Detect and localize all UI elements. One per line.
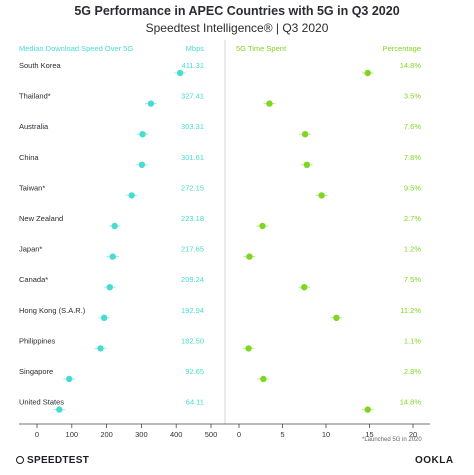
country-label: Hong Kong (S.A.R.) bbox=[19, 306, 86, 315]
time-spent-point bbox=[301, 131, 309, 138]
time-spent-value-label: 7.6% bbox=[404, 122, 421, 131]
time-spent-value-label: 14.8% bbox=[400, 398, 422, 407]
time-spent-value-label: 3.5% bbox=[404, 92, 421, 101]
time-spent-point bbox=[318, 192, 325, 199]
download-x-tick-label: 100 bbox=[66, 430, 79, 439]
time-spent-x-tick-label: 20 bbox=[409, 430, 417, 439]
download-value-label: 303.31 bbox=[181, 122, 204, 131]
download-x-tick-label: 300 bbox=[135, 430, 148, 439]
country-label: Japan* bbox=[19, 245, 42, 254]
ookla-logo: OOKLA bbox=[415, 455, 454, 466]
chart-subtitle: Speedtest Intelligence® | Q3 2020 bbox=[145, 21, 329, 35]
download-point bbox=[111, 222, 118, 230]
time-spent-x-tick-label: 5 bbox=[280, 430, 284, 439]
time-spent-point bbox=[266, 100, 273, 107]
time-spent-point bbox=[260, 375, 267, 383]
download-point bbox=[147, 100, 155, 107]
download-unit-label: Mbps bbox=[186, 44, 205, 53]
download-point bbox=[66, 375, 73, 383]
download-point bbox=[56, 406, 63, 413]
time-spent-value-label: 2.8% bbox=[404, 367, 421, 376]
time-spent-point bbox=[246, 253, 253, 260]
time-spent-panel-label: 5G Time Spent bbox=[236, 44, 287, 53]
country-label: China bbox=[19, 153, 39, 162]
download-value-label: 272.15 bbox=[181, 183, 204, 192]
time-spent-point bbox=[245, 345, 252, 352]
speedtest-gauge-icon bbox=[16, 456, 24, 464]
speedtest-wordmark: SPEEDTEST bbox=[27, 455, 90, 466]
country-label: Thailand* bbox=[19, 92, 51, 101]
download-x-tick-label: 0 bbox=[35, 430, 39, 439]
footnote: *Launched 5G in 2020 bbox=[362, 437, 422, 443]
time-spent-value-label: 2.7% bbox=[404, 214, 421, 223]
country-label: New Zealand bbox=[19, 214, 63, 223]
speedtest-logo: SPEEDTEST bbox=[16, 455, 89, 466]
time-spent-point bbox=[364, 69, 371, 77]
time-spent-value-label: 7.5% bbox=[404, 275, 421, 284]
time-spent-x-tick-label: 0 bbox=[237, 430, 241, 439]
time-spent-unit-label: Percentage bbox=[383, 44, 421, 53]
download-point bbox=[106, 284, 114, 291]
time-spent-value-label: 14.8% bbox=[400, 61, 422, 70]
chart-title: 5G Performance in APEC Countries with 5G… bbox=[74, 4, 400, 18]
country-label: United States bbox=[19, 398, 64, 407]
download-point bbox=[176, 69, 184, 77]
download-point bbox=[100, 314, 108, 321]
download-value-label: 411.31 bbox=[182, 61, 204, 70]
country-label: Philippines bbox=[19, 336, 56, 345]
time-spent-point bbox=[333, 314, 340, 321]
download-value-label: 301.61 bbox=[181, 153, 204, 162]
time-spent-value-label: 11.2% bbox=[400, 306, 421, 315]
country-label: Taiwan* bbox=[19, 183, 45, 192]
download-value-label: 327.41 bbox=[181, 92, 204, 101]
download-value-label: 182.50 bbox=[181, 336, 204, 345]
download-point bbox=[139, 131, 146, 138]
download-value-label: 223.18 bbox=[181, 214, 204, 223]
time-spent-point bbox=[364, 406, 371, 413]
time-spent-value-label: 7.8% bbox=[404, 153, 421, 162]
time-spent-point bbox=[259, 222, 266, 230]
time-spent-point bbox=[301, 284, 308, 291]
download-point bbox=[138, 161, 146, 168]
country-label: Canada* bbox=[19, 275, 48, 284]
time-spent-point bbox=[303, 161, 311, 168]
country-label: South Korea bbox=[19, 61, 62, 70]
download-value-label: 92.65 bbox=[185, 367, 204, 376]
download-value-label: 209.24 bbox=[181, 275, 204, 284]
country-label: Australia bbox=[19, 122, 49, 131]
time-spent-value-label: 9.5% bbox=[404, 183, 421, 192]
country-label: Singapore bbox=[19, 367, 53, 376]
download-x-tick-label: 200 bbox=[100, 430, 113, 439]
download-x-tick-label: 500 bbox=[205, 430, 218, 439]
download-point bbox=[128, 192, 135, 199]
download-point bbox=[109, 253, 116, 260]
time-spent-value-label: 1.1% bbox=[404, 336, 421, 345]
time-spent-value-label: 1.2% bbox=[404, 245, 421, 254]
download-value-label: 217.65 bbox=[181, 245, 204, 254]
download-point bbox=[97, 345, 104, 352]
download-x-tick-label: 400 bbox=[170, 430, 183, 439]
download-panel-label: Median Download Speed Over 5G bbox=[19, 44, 133, 53]
time-spent-x-tick-label: 10 bbox=[322, 430, 330, 439]
download-value-label: 192.94 bbox=[181, 306, 204, 315]
time-spent-x-tick-label: 15 bbox=[365, 430, 373, 439]
download-value-label: 64.11 bbox=[186, 398, 204, 407]
